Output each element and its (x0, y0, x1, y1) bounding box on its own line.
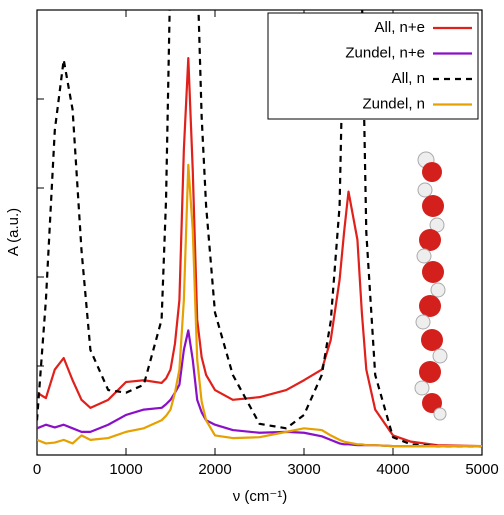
y-axis-label: A (a.u.) (5, 208, 22, 256)
x-tick-label: 4000 (376, 461, 409, 478)
x-tick-label: 2000 (198, 461, 231, 478)
legend-label: Zundel, n (362, 95, 425, 112)
x-axis-label: ν (cm⁻¹) (233, 488, 288, 505)
x-tick-label: 1000 (109, 461, 142, 478)
legend-label: All, n (392, 70, 425, 87)
legend-label: All, n+e (375, 19, 425, 36)
x-tick-label: 0 (33, 461, 41, 478)
chart: ν (cm⁻¹) A (a.u.) 0 1000 2000 3000 4000 5000 A… (0, 0, 504, 510)
x-tick-label: 3000 (287, 461, 320, 478)
x-tick-label: 5000 (465, 461, 498, 478)
legend-label: Zundel, n+e (345, 44, 425, 61)
